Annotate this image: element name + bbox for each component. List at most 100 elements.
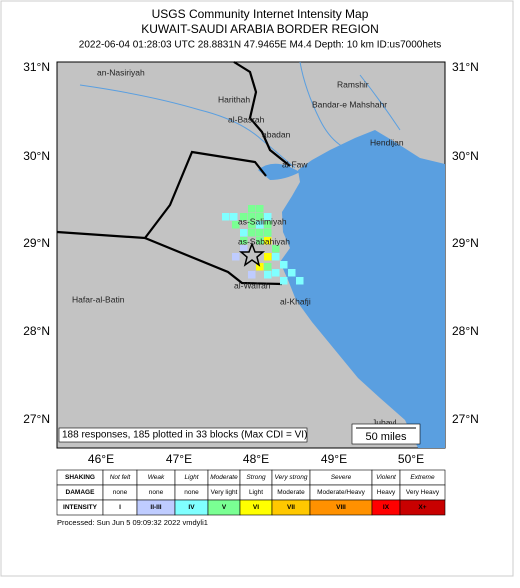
intensity-block: [240, 237, 248, 245]
place-label: al-Wafrah: [234, 280, 271, 290]
intensity-label: V: [222, 504, 227, 511]
intensity-label: IX: [383, 504, 390, 511]
place-label: Hendijan: [370, 137, 404, 147]
shaking-label: Very strong: [275, 474, 308, 481]
damage-label: Very light: [211, 489, 238, 496]
place-label: Jubayl: [372, 417, 397, 427]
intensity-label: II-III: [150, 504, 161, 511]
intensity-block: [280, 277, 288, 285]
damage-label: Heavy: [377, 489, 396, 496]
intensity-block: [264, 229, 272, 237]
intensity-label: I: [119, 504, 121, 511]
intensity-block: [256, 237, 264, 245]
lat-label: 29°N: [452, 236, 479, 250]
intensity-block: [272, 269, 280, 277]
lon-label: 48°E: [243, 452, 269, 466]
intensity-block: [248, 271, 256, 279]
lat-label: 27°N: [452, 412, 479, 426]
intensity-block: [232, 221, 240, 229]
intensity-block: [248, 229, 256, 237]
intensity-block: [240, 213, 248, 221]
lat-label: 30°N: [452, 149, 479, 163]
shaking-label: Not felt: [110, 474, 132, 481]
lat-label: 30°N: [23, 149, 50, 163]
intensity-block: [264, 263, 272, 271]
intensity-label: X+: [418, 504, 426, 511]
lon-label: 46°E: [88, 452, 114, 466]
lon-label: 50°E: [398, 452, 424, 466]
scale-label: 50 miles: [366, 431, 407, 443]
place-label: al-Basrah: [228, 114, 265, 124]
place-label: as-Sabahiyah: [238, 236, 290, 246]
map: an-Nasiriyah Ramshir Harithah Bandar-e Mahs…: [56, 61, 446, 449]
epicenter: [238, 241, 266, 267]
lat-label: 31°N: [452, 60, 479, 74]
intensity-block: [264, 221, 272, 229]
intensity-label: VIII: [336, 504, 346, 511]
note-box: [58, 427, 308, 443]
intensity-block: [230, 213, 238, 221]
damage-label: Moderate: [277, 489, 305, 496]
note: 188 responses, 185 plotted in 33 blocks …: [62, 430, 307, 441]
legend: SHAKING Not felt Weak Light Moderate Strong Ve…: [56, 469, 446, 516]
region: KUWAIT-SAUDI ARABIA BORDER REGION: [141, 22, 379, 36]
intensity-block: [288, 269, 296, 277]
legend-row-label: INTENSITY: [63, 504, 98, 511]
places: an-Nasiriyah Ramshir Harithah Bandar-e Mahs…: [72, 67, 404, 427]
rivers: [79, 61, 401, 169]
intensity-label: VII: [287, 504, 295, 511]
legend-cell: [399, 499, 446, 516]
shaking-label: Weak: [148, 474, 165, 481]
intensity-block: [280, 261, 288, 269]
intensity-block: [264, 237, 272, 245]
lat-label: 27°N: [23, 412, 50, 426]
coordinates: 31°N 31°N 30°N 30°N 29°N 29°N 28°N 28°N 27°N 27°N…: [23, 60, 479, 466]
intensity-block: [264, 253, 272, 261]
intensity-block: [248, 213, 256, 221]
borders: [56, 61, 291, 286]
place-label: Ramshir: [337, 79, 369, 89]
lat-label: 29°N: [23, 236, 50, 250]
damage-label: Very Heavy: [406, 489, 440, 496]
place-label: Hafar-al-Batin: [72, 294, 125, 304]
lat-label: 28°N: [452, 324, 479, 338]
intensity-block: [240, 229, 248, 237]
lat-label: 28°N: [23, 324, 50, 338]
intensity-block: [256, 221, 264, 229]
damage-label: none: [113, 489, 128, 496]
shaking-label: Extreme: [410, 474, 435, 481]
intensity-block: [264, 213, 272, 221]
place-label: as-Salimiyah: [238, 216, 287, 226]
intensity-block: [240, 245, 248, 253]
shaking-label: Violent: [376, 474, 397, 481]
intensity-block: [248, 221, 256, 229]
intensity-label: VI: [253, 504, 259, 511]
legend-row-label: SHAKING: [65, 474, 95, 481]
intensity-block: [264, 271, 272, 279]
shaking-label: Light: [184, 474, 199, 481]
intensity-block: [248, 205, 256, 213]
scale-box: [351, 423, 421, 445]
shaking-label: Moderate: [210, 474, 238, 481]
intensity-label: IV: [188, 504, 195, 511]
legend-row-label: DAMAGE: [66, 489, 96, 496]
shaking-label: Strong: [246, 474, 266, 481]
damage-label: Moderate/Heavy: [317, 489, 365, 496]
intensity-block: [222, 213, 230, 221]
intensity-block: [232, 253, 240, 261]
intensity-blocks: [222, 205, 304, 285]
title: USGS Community Internet Intensity Map: [152, 7, 369, 21]
place-label: abadan: [262, 129, 291, 139]
damage-label: Light: [249, 489, 263, 496]
footer: Processed: Sun Jun 5 09:09:32 2022 vmdyl…: [57, 518, 208, 527]
lon-label: 49°E: [321, 452, 347, 466]
bay: [258, 163, 300, 180]
intensity-block: [296, 277, 304, 285]
shaking-label: Severe: [331, 474, 352, 481]
lon-label: 47°E: [166, 452, 192, 466]
damage-label: none: [149, 489, 164, 496]
place-label: Bandar-e Mahshahr: [312, 99, 387, 109]
place-label: an-Nasiriyah: [97, 67, 145, 77]
sea: [280, 130, 445, 448]
